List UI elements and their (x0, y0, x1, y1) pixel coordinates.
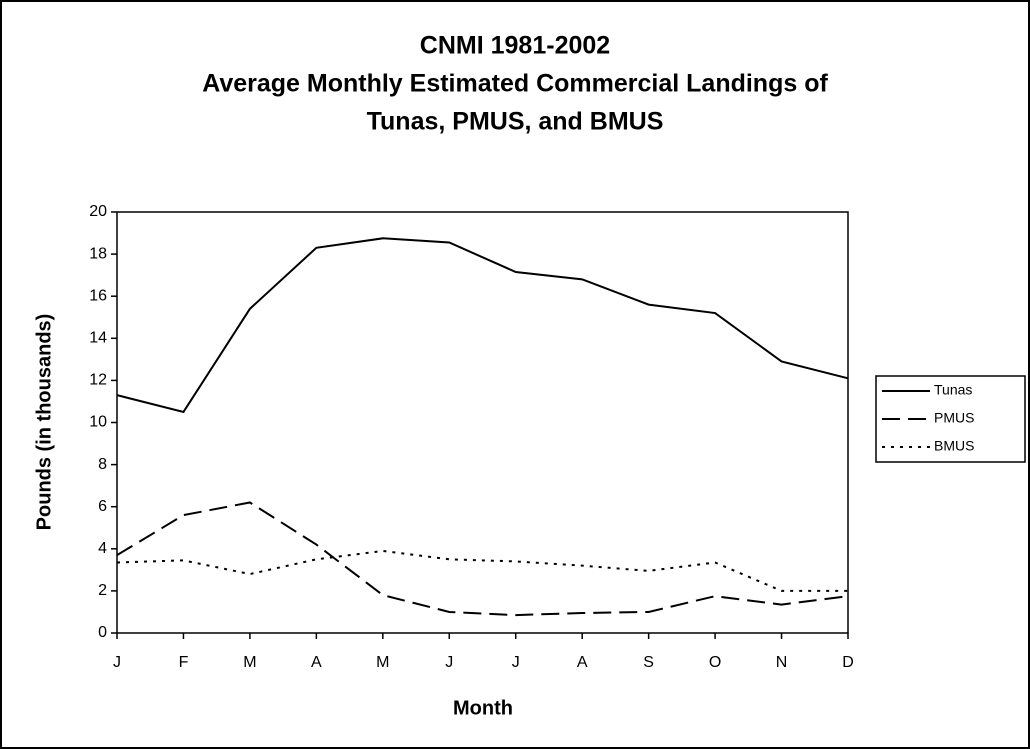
y-tick-label: 2 (98, 582, 107, 599)
legend-label: Tunas (934, 382, 972, 398)
x-tick-label: A (311, 654, 322, 671)
chart-title: Average Monthly Estimated Commercial Lan… (202, 70, 828, 98)
x-tick-label: D (842, 654, 854, 671)
y-tick-label: 6 (98, 498, 107, 515)
x-tick-label: F (179, 654, 189, 671)
y-axis-title: Pounds (in thousands) (33, 314, 55, 531)
x-tick-label: A (577, 654, 588, 671)
x-tick-label: J (512, 654, 520, 671)
y-tick-label: 12 (89, 372, 107, 389)
x-tick-label: M (243, 654, 256, 671)
x-tick-label: J (445, 654, 453, 671)
legend-label: PMUS (934, 410, 974, 426)
line-series (116, 501, 849, 617)
y-tick-label: 8 (98, 456, 107, 473)
x-tick-label: S (643, 654, 654, 671)
x-tick-label: J (113, 654, 121, 671)
line-series (116, 549, 848, 592)
y-tick-label: 14 (89, 330, 107, 347)
y-tick-label: 16 (89, 287, 107, 304)
chart-title: CNMI 1981-2002 (420, 32, 610, 60)
y-tick-label: 18 (89, 245, 107, 262)
y-tick-label: 0 (98, 624, 107, 641)
y-tick-label: 20 (89, 203, 107, 220)
x-tick-label: O (709, 654, 721, 671)
x-axis-title: Month (453, 697, 513, 719)
legend-label: BMUS (934, 438, 974, 454)
x-tick-label: N (776, 654, 788, 671)
y-tick-label: 4 (98, 540, 107, 557)
y-tick-label: 10 (89, 414, 107, 431)
x-tick-label: M (376, 654, 389, 671)
line-series (116, 237, 849, 414)
chart-title: Tunas, PMUS, and BMUS (367, 108, 664, 136)
